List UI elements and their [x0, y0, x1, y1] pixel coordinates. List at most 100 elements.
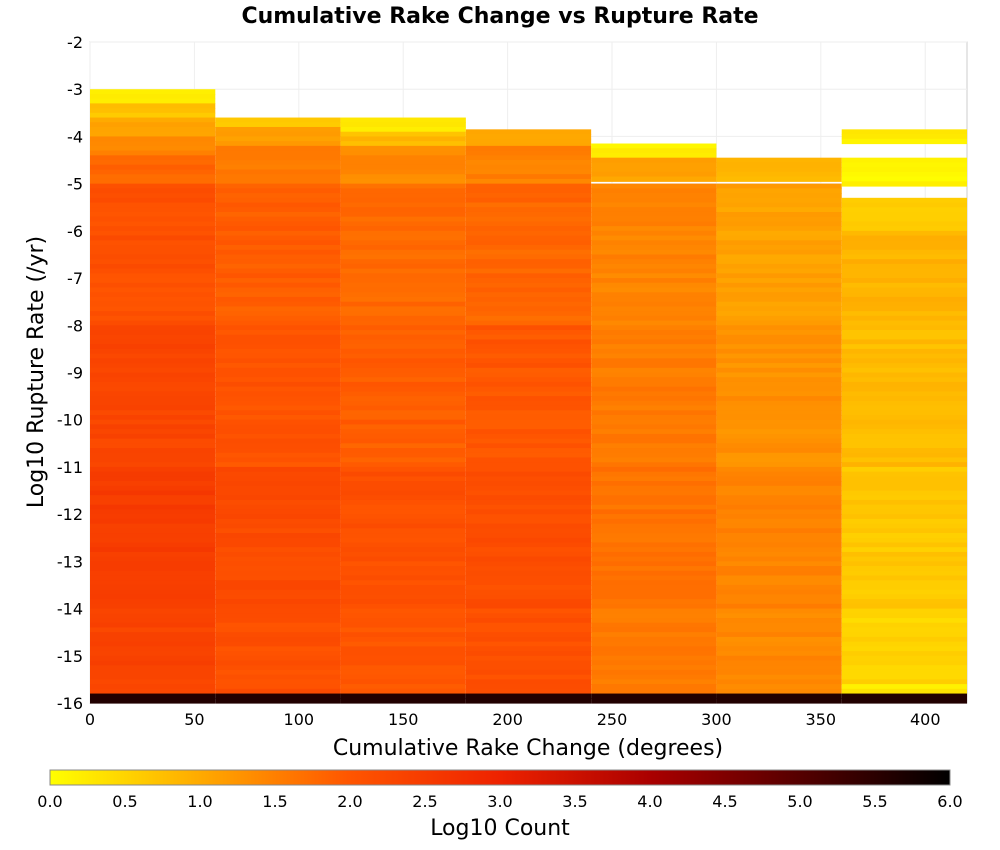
heatmap-cell: [90, 325, 216, 331]
heatmap-cell: [465, 358, 592, 364]
heatmap-cell: [841, 580, 967, 586]
heatmap-cell: [716, 367, 842, 374]
heatmap-cell: [841, 556, 967, 562]
heatmap-cell: [340, 547, 466, 553]
heatmap-cell: [716, 183, 842, 189]
heatmap-cell: [591, 367, 717, 374]
heatmap-cell: [90, 410, 216, 416]
heatmap-cell: [340, 566, 466, 572]
heatmap-cell: [90, 259, 216, 265]
heatmap-cell: [465, 429, 592, 435]
heatmap-cell: [716, 575, 842, 581]
heatmap-cell: [90, 476, 216, 482]
heatmap-cell: [716, 363, 842, 369]
heatmap-cell: [841, 339, 967, 345]
heatmap-cell: [716, 268, 842, 274]
heatmap-cell: [340, 514, 466, 520]
heatmap-cell: [591, 152, 717, 159]
heatmap-cell: [465, 438, 592, 444]
heatmap-cell: [340, 679, 466, 685]
heatmap-cell: [841, 162, 967, 168]
heatmap-cell: [215, 296, 341, 303]
heatmap-cell: [465, 245, 592, 251]
heatmap-cell: [340, 235, 466, 241]
heatmap-cell: [340, 485, 466, 492]
heatmap-cell: [465, 603, 592, 610]
heatmap-cell: [716, 301, 842, 307]
heatmap-cell: [215, 589, 341, 596]
heatmap-cell: [340, 263, 466, 270]
heatmap-cell: [591, 148, 717, 154]
heatmap-cell: [340, 178, 466, 185]
heatmap-cell: [465, 282, 592, 289]
heatmap-cell: [465, 414, 592, 421]
heatmap-cell: [716, 249, 842, 256]
heatmap-cell: [591, 665, 717, 671]
heatmap-cell: [716, 509, 842, 515]
heatmap-cell: [340, 197, 466, 204]
heatmap-cell: [465, 688, 592, 695]
heatmap-cell: [716, 414, 842, 421]
heatmap-cell: [841, 575, 967, 581]
heatmap-cell: [591, 618, 717, 624]
heatmap-cell: [716, 325, 842, 331]
heatmap-cell: [841, 372, 967, 378]
heatmap-cell: [465, 504, 592, 511]
heatmap-cell: [465, 249, 592, 256]
heatmap-cell: [340, 419, 466, 426]
heatmap-cell: [340, 334, 466, 341]
heatmap-cell: [215, 556, 341, 562]
heatmap-cell: [215, 443, 341, 449]
heatmap-cell: [215, 202, 341, 208]
heatmap-cell: [465, 320, 592, 326]
heatmap-cell: [841, 429, 967, 435]
heatmap-cell: [340, 367, 466, 374]
heatmap-cell: [716, 278, 842, 284]
heatmap-cell: [340, 254, 466, 260]
heatmap-cell: [716, 641, 842, 647]
heatmap-cell: [340, 131, 466, 138]
heatmap-cell: [215, 259, 341, 265]
heatmap-cell: [465, 599, 592, 605]
heatmap-cell: [340, 646, 466, 652]
heatmap-cell: [465, 138, 592, 145]
heatmap-cell: [716, 655, 842, 662]
heatmap-cell: [465, 339, 592, 345]
heatmap-cell: [90, 226, 216, 232]
heatmap-cell: [340, 122, 466, 128]
heatmap-cell: [90, 651, 216, 657]
heatmap-cell: [90, 660, 216, 666]
heatmap-cell: [340, 155, 466, 161]
heatmap-cell: [591, 448, 717, 454]
heatmap-cell: [340, 523, 466, 529]
heatmap-cell: [340, 684, 466, 690]
heatmap-cell: [215, 504, 341, 511]
heatmap-cell: [841, 176, 967, 182]
y-tick-label: -11: [57, 458, 83, 477]
heatmap-cell: [841, 651, 967, 657]
heatmap-cell: [215, 400, 341, 407]
heatmap-cell: [90, 216, 216, 223]
heatmap-cell: [90, 183, 216, 189]
heatmap-cell: [716, 419, 842, 426]
heatmap-cell: [591, 509, 717, 515]
heatmap-cell: [90, 655, 216, 662]
heatmap-cell: [215, 367, 341, 374]
heatmap-cell: [465, 580, 592, 586]
heatmap-cell: [716, 684, 842, 690]
heatmap-cell: [90, 523, 216, 529]
heatmap-cell: [591, 353, 717, 359]
heatmap-cell: [215, 320, 341, 326]
heatmap-cell: [215, 575, 341, 581]
heatmap-cell: [465, 575, 592, 581]
heatmap-cell: [716, 202, 842, 208]
heatmap-cell: [716, 660, 842, 666]
heatmap-cell: [90, 164, 216, 171]
heatmap-cell: [716, 476, 842, 482]
y-tick-label: -15: [57, 647, 83, 666]
heatmap-cell: [90, 438, 216, 444]
heatmap-cell: [340, 117, 466, 123]
heatmap-cell: [465, 674, 592, 680]
x-tick-label: 0: [85, 710, 95, 729]
heatmap-cell: [716, 216, 842, 223]
